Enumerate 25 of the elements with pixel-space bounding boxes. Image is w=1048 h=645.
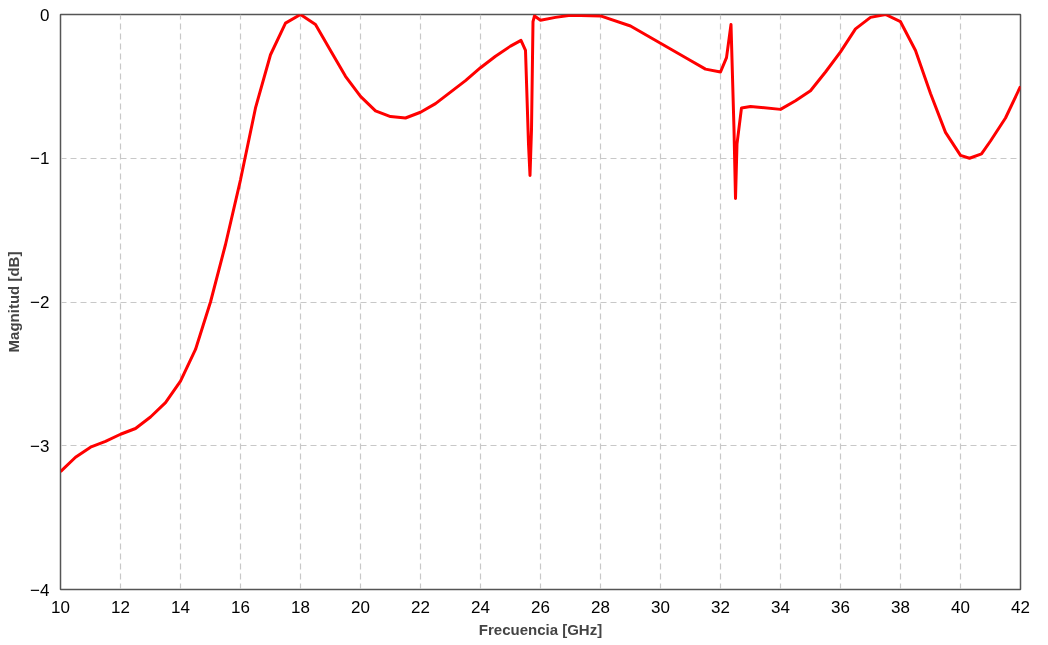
x-tick-label: 16 (231, 597, 250, 617)
x-tick-label: 14 (171, 597, 190, 617)
x-tick-label: 26 (531, 597, 550, 617)
x-tick-label: 22 (411, 597, 430, 617)
x-tick-label: 12 (111, 597, 130, 617)
x-tick-label: 34 (771, 597, 790, 617)
x-tick-label: 28 (591, 597, 610, 617)
y-axis-title: Magnitud [dB] (5, 251, 23, 353)
x-tick-label: 30 (651, 597, 670, 617)
y-tick-label: −4 (30, 580, 50, 600)
x-tick-label: 10 (51, 597, 70, 617)
x-tick-label: 36 (831, 597, 850, 617)
x-tick-label: 42 (1011, 597, 1030, 617)
y-tick-label: 0 (40, 5, 50, 25)
line-series (60, 14, 1021, 474)
y-tick-label: −1 (30, 149, 50, 169)
x-tick-label: 18 (291, 597, 310, 617)
y-tick-label: −2 (30, 293, 50, 312)
x-axis-title: Frecuencia [GHz] (478, 620, 603, 638)
x-tick-label: 20 (351, 597, 370, 617)
y-tick-label: −3 (30, 436, 50, 456)
x-tick-label: 32 (711, 597, 730, 617)
x-tick-label: 38 (891, 597, 910, 617)
x-tick-label: 24 (471, 597, 490, 617)
x-tick-label: 40 (951, 597, 970, 617)
